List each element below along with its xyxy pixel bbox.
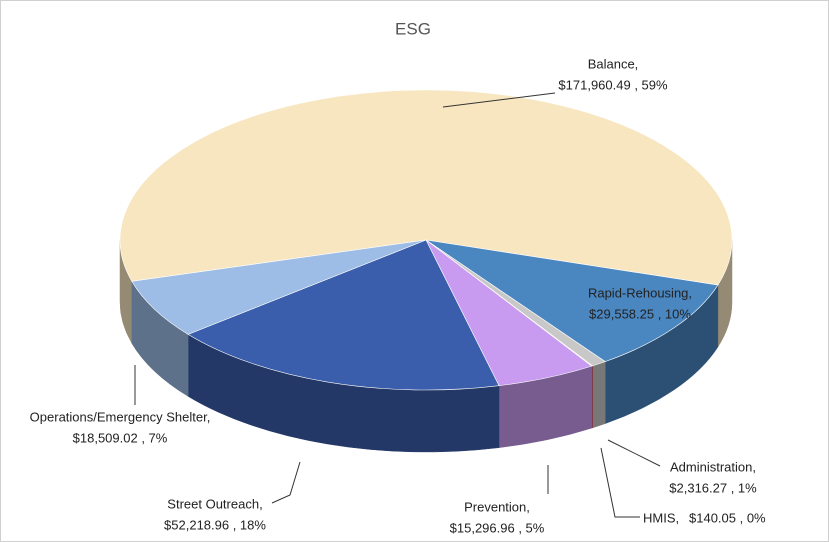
slice bbox=[187, 239, 500, 391]
data-label-value: $29,558.25 , 10% bbox=[589, 306, 691, 321]
slice bbox=[119, 89, 733, 286]
data-label-value: $15,296.96 , 5% bbox=[450, 520, 545, 535]
data-label-value: $171,960.49 , 59% bbox=[558, 77, 668, 92]
leader-line bbox=[271, 461, 301, 504]
slice bbox=[425, 239, 719, 362]
data-label-name: Prevention, bbox=[464, 499, 530, 514]
slice-side bbox=[592, 361, 606, 429]
data-label-name: Balance, bbox=[588, 56, 639, 71]
chart-title: ESG bbox=[395, 19, 431, 38]
data-label-name: Rapid-Rehousing, bbox=[588, 285, 692, 300]
data-label-value: $18,509.02 , 7% bbox=[73, 430, 168, 445]
data-label-name: Street Outreach, bbox=[167, 496, 262, 511]
data-label-name: Administration, bbox=[670, 459, 756, 474]
data-label-value: $140.05 , 0% bbox=[689, 510, 766, 525]
slice bbox=[131, 239, 427, 335]
data-label-value: $52,218.96 , 18% bbox=[164, 517, 266, 532]
leader-line bbox=[600, 447, 640, 518]
data-label-value: $2,316.27 , 1% bbox=[669, 480, 757, 495]
data-label-name: Operations/Emergency Shelter, bbox=[30, 409, 211, 424]
leader-line bbox=[607, 439, 661, 467]
data-label-name: HMIS, bbox=[643, 510, 679, 525]
leader-line bbox=[442, 92, 556, 108]
